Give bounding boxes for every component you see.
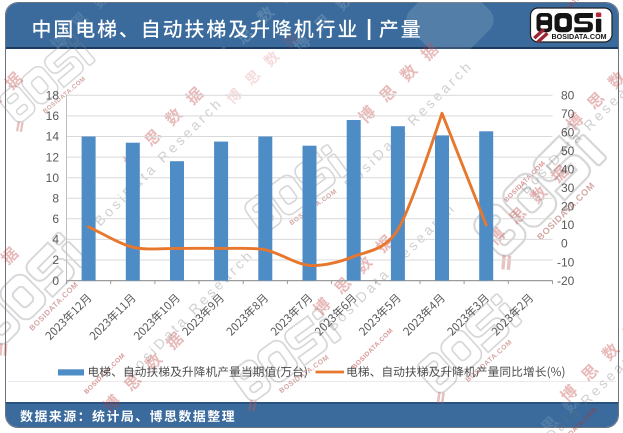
svg-text:50: 50 bbox=[561, 144, 575, 158]
svg-text:10: 10 bbox=[561, 218, 575, 232]
svg-text:30: 30 bbox=[561, 181, 575, 195]
svg-text:0: 0 bbox=[52, 274, 59, 288]
svg-text:70: 70 bbox=[561, 107, 575, 121]
svg-text:0: 0 bbox=[561, 237, 568, 251]
svg-text:18: 18 bbox=[46, 89, 60, 103]
svg-text:14: 14 bbox=[46, 130, 60, 144]
svg-text:40: 40 bbox=[561, 163, 575, 177]
svg-text:4: 4 bbox=[52, 233, 59, 247]
svg-text:16: 16 bbox=[46, 109, 60, 123]
svg-text:12: 12 bbox=[46, 150, 60, 164]
svg-text:BOSIDATA.COM: BOSIDATA.COM bbox=[552, 33, 607, 41]
svg-text:8: 8 bbox=[52, 191, 59, 205]
svg-text:20: 20 bbox=[561, 200, 575, 214]
svg-text:-20: -20 bbox=[557, 274, 575, 288]
svg-text:-10: -10 bbox=[557, 255, 575, 269]
svg-text:10: 10 bbox=[46, 171, 60, 185]
svg-text:6: 6 bbox=[52, 212, 59, 226]
svg-text:2: 2 bbox=[52, 253, 59, 267]
svg-text:60: 60 bbox=[561, 126, 575, 140]
svg-text:80: 80 bbox=[561, 89, 575, 103]
